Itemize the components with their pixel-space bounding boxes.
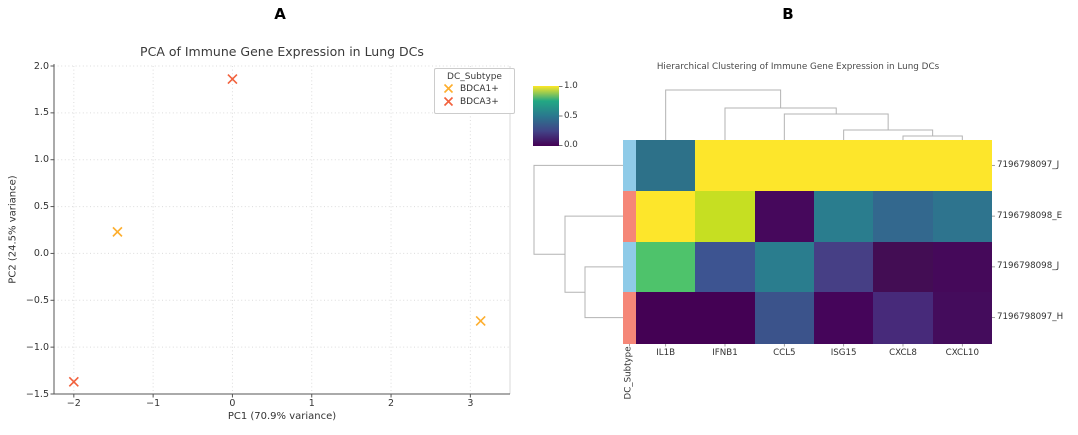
heatmap-col-label: CXCL10: [945, 347, 979, 358]
heatmap-col-label: CXCL8: [889, 347, 917, 358]
pca-y-tick-label: 0.0: [33, 247, 49, 259]
pca-y-tick-label: 2.0: [33, 60, 49, 72]
pca-y-tick-label: −1.5: [25, 388, 49, 400]
heatmap-cell-7196798097_J-CXCL10: [932, 140, 993, 192]
pca-x-tick-label: 2: [388, 398, 395, 409]
pca-x-tick-label: 0: [229, 398, 236, 409]
colorbar-tick-05: 0.5: [564, 111, 578, 121]
heatmap-cell-7196798097_H-CXCL8: [873, 292, 934, 344]
pca-y-tick-label: 1.0: [33, 154, 49, 166]
pca-legend-title: DC_Subtype: [447, 72, 502, 82]
heatmap-cell-7196798098_E-CXCL8: [873, 190, 934, 242]
heatmap-cell-7196798097_H-IFNB1: [695, 292, 756, 344]
heatmap-col-label: IFNB1: [712, 347, 738, 358]
heatmap-cell-7196798098_E-ISG15: [813, 190, 874, 242]
pca-x-tick-label: −1: [146, 398, 161, 409]
scatter-point-BDCA3+: [68, 376, 79, 387]
col-dendrogram-link: [783, 113, 889, 140]
colorbar-tick-0: 0.0: [564, 140, 578, 150]
heatmap-row-label: 7196798098_J: [996, 261, 1060, 272]
heatmap-cell-7196798097_J-IFNB1: [695, 140, 756, 192]
heatmap-cell-7196798097_J-CXCL8: [873, 140, 934, 192]
colorbar-tick-1: 1.0: [564, 81, 578, 91]
heatmap-row-label: 7196798098_E: [996, 210, 1063, 221]
pca-legend: DC_Subtype BDCA1+ BDCA3+: [434, 68, 515, 114]
heatmap-cell-7196798098_E-CCL5: [754, 190, 815, 242]
heatmap-title: Hierarchical Clustering of Immune Gene E…: [656, 62, 940, 72]
heatmap-cell-7196798097_H-IL1B: [636, 292, 696, 344]
heatmap-cell-7196798097_H-CXCL10: [932, 292, 993, 344]
pca-y-tick-label: 0.5: [33, 201, 49, 213]
row-annotation-swatch: [623, 292, 636, 344]
pca-legend-label-bdca3: BDCA3+: [460, 96, 499, 107]
colorbar: [533, 86, 559, 146]
heatmap-cell-7196798098_J-IFNB1: [695, 241, 756, 293]
x-marker-icon: [443, 96, 454, 107]
col-dendrogram-link: [843, 129, 934, 140]
heatmap-cell-7196798098_J-CXCL8: [873, 241, 934, 293]
pca-y-tick-label: −1.0: [25, 341, 49, 353]
heatmap-cell-7196798098_E-IFNB1: [695, 190, 756, 242]
row-annotation-axis-label: DC_Subtype: [623, 346, 634, 400]
panel-a-label: A: [274, 5, 286, 23]
heatmap-cell-7196798098_J-IL1B: [636, 241, 696, 293]
pca-y-tick-label: −0.5: [25, 294, 49, 306]
row-dendrogram-link: [564, 215, 623, 293]
row-annotation-swatch: [623, 190, 636, 242]
heatmap-row-label: 7196798097_H: [996, 312, 1064, 323]
pca-legend-entry-bdca1: BDCA1+: [435, 82, 514, 95]
pca-legend-label-bdca1: BDCA1+: [460, 83, 499, 94]
col-dendrogram-link: [724, 107, 837, 140]
heatmap-cell-7196798098_E-CXCL10: [932, 190, 993, 242]
heatmap-col-label: ISG15: [830, 347, 857, 358]
row-annotation-swatch: [623, 241, 636, 293]
row-dendrogram-link: [533, 164, 623, 255]
scatter-point-BDCA1+: [112, 226, 123, 237]
x-marker-icon: [443, 83, 454, 94]
row-dendrogram-link: [584, 266, 623, 319]
pca-y-tick-label: 1.5: [33, 107, 49, 119]
scatter-point-BDCA3+: [227, 74, 238, 85]
heatmap-cell-7196798098_J-ISG15: [813, 241, 874, 293]
heatmap-cell-7196798097_J-IL1B: [636, 140, 696, 192]
heatmap-cell-7196798098_E-IL1B: [636, 190, 696, 242]
pca-title: PCA of Immune Gene Expression in Lung DC…: [140, 44, 424, 59]
scatter-point-BDCA1+: [475, 315, 486, 326]
heatmap-cell-7196798097_H-ISG15: [813, 292, 874, 344]
heatmap-cell-7196798098_J-CXCL10: [932, 241, 993, 293]
pca-x-tick-label: −2: [66, 398, 81, 409]
row-annotation-swatch: [623, 140, 636, 192]
pca-legend-entry-bdca3: BDCA3+: [435, 95, 514, 108]
col-dendrogram-link: [665, 89, 782, 140]
heatmap-cell-7196798097_H-CCL5: [754, 292, 815, 344]
heatmap-cell-7196798098_J-CCL5: [754, 241, 815, 293]
heatmap-col-label: CCL5: [773, 347, 796, 358]
heatmap-cell-7196798097_J-CCL5: [754, 140, 815, 192]
heatmap-cell-7196798097_J-ISG15: [813, 140, 874, 192]
pca-x-axis-label: PC1 (70.9% variance): [227, 411, 337, 422]
pca-plot: [50, 64, 511, 398]
heatmap-col-label: IL1B: [656, 347, 676, 358]
pca-x-tick-label: 3: [467, 398, 474, 409]
panel-b-label: B: [782, 5, 794, 23]
pca-x-tick-label: 1: [308, 398, 315, 409]
heatmap-row-label: 7196798097_J: [996, 159, 1060, 170]
